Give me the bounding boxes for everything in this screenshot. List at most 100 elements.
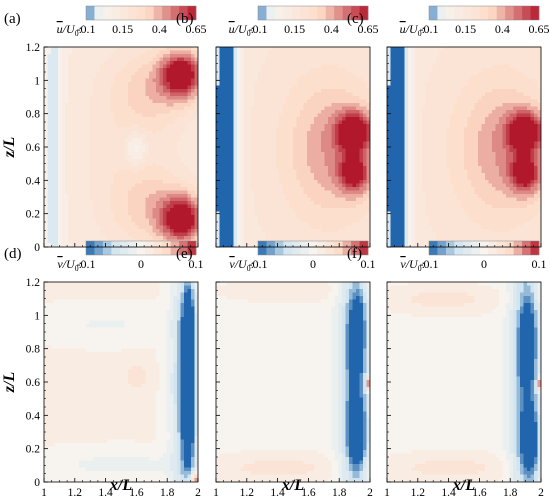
heatmap-cell	[170, 183, 174, 188]
heatmap-cell	[331, 47, 336, 51]
heatmap-cell	[187, 194, 192, 198]
heatmap-cell	[61, 236, 66, 240]
heatmap-cell	[289, 159, 294, 163]
heatmap-cell	[338, 173, 343, 177]
heatmap-cell	[173, 71, 178, 76]
heatmap-cell	[321, 50, 325, 55]
heatmap-cell	[254, 64, 259, 69]
heatmap-cell	[61, 152, 66, 156]
heatmap-cell	[321, 225, 325, 230]
heatmap-cell	[170, 99, 174, 104]
heatmap-cell	[149, 166, 153, 170]
heatmap-cell	[237, 190, 241, 195]
heatmap-cell	[100, 50, 104, 55]
heatmap-cell	[166, 96, 171, 100]
heatmap-cell	[58, 204, 62, 209]
heatmap-cell	[131, 68, 136, 72]
heatmap-cell	[145, 162, 150, 167]
heatmap-cell	[216, 82, 220, 86]
heatmap-cell	[321, 201, 325, 205]
heatmap-cell	[268, 194, 273, 198]
heatmap-cell	[338, 82, 343, 86]
heatmap-cell	[216, 197, 220, 202]
heatmap-cell	[338, 201, 343, 205]
heatmap-cell	[345, 57, 350, 62]
heatmap-cell	[124, 75, 129, 79]
heatmap-cell	[103, 71, 108, 76]
heatmap-cell	[72, 110, 76, 114]
heatmap-cell	[131, 61, 136, 65]
heatmap-cell	[131, 236, 136, 240]
heatmap-cell	[138, 89, 143, 93]
heatmap-cell	[152, 61, 157, 65]
heatmap-cell	[54, 152, 59, 156]
heatmap-cell	[114, 113, 118, 118]
heatmap-cell	[131, 134, 136, 139]
heatmap-cell	[124, 138, 129, 142]
heatmap-cell	[265, 180, 269, 184]
heatmap-cell	[282, 78, 287, 83]
heatmap-cell	[68, 215, 73, 219]
heatmap-cell	[93, 169, 97, 174]
heatmap-cell	[352, 96, 357, 100]
heatmap-cell	[282, 162, 287, 167]
heatmap-cell	[187, 208, 192, 212]
heatmap-cell	[103, 176, 108, 181]
heatmap-cell	[338, 99, 343, 104]
heatmap-cell	[68, 169, 73, 174]
heatmap-cell	[258, 120, 262, 125]
heatmap-cell	[310, 169, 315, 174]
heatmap-cell	[282, 152, 287, 156]
heatmap-cell	[47, 211, 52, 216]
heatmap-cell	[219, 82, 224, 86]
heatmap-cell	[135, 190, 139, 195]
heatmap-cell	[58, 50, 62, 55]
heatmap-cell	[310, 222, 315, 226]
heatmap-cell	[321, 162, 325, 167]
heatmap-cell	[72, 211, 76, 216]
heatmap-cell	[142, 92, 146, 97]
heatmap-cell	[219, 134, 224, 139]
heatmap-cell	[331, 201, 336, 205]
heatmap-cell	[93, 82, 97, 86]
heatmap-cell	[173, 57, 178, 62]
heatmap-cell	[177, 176, 181, 181]
heatmap-cell	[135, 68, 139, 72]
heatmap-cell	[194, 96, 198, 100]
heatmap-cell	[121, 134, 125, 139]
heatmap-cell	[282, 194, 287, 198]
heatmap-cell	[349, 211, 353, 216]
heatmap-cell	[230, 222, 234, 226]
heatmap-cell	[156, 57, 160, 62]
heatmap-cell	[216, 113, 220, 118]
heatmap-cell	[117, 50, 122, 55]
heatmap-cell	[279, 47, 283, 51]
heatmap-cell	[170, 75, 174, 79]
heatmap-cell	[282, 211, 287, 216]
heatmap-cell	[145, 120, 150, 125]
heatmap-cell	[226, 222, 231, 226]
heatmap-cell	[159, 82, 164, 86]
heatmap-cell	[342, 68, 346, 72]
heatmap-cell	[170, 236, 174, 240]
heatmap-cell	[149, 47, 153, 51]
heatmap-cell	[226, 64, 231, 69]
heatmap-cell	[279, 85, 283, 90]
heatmap-cell	[233, 71, 238, 76]
heatmap-cell	[226, 120, 231, 125]
heatmap-cell	[254, 103, 259, 107]
heatmap-cell	[254, 82, 259, 86]
heatmap-cell	[54, 110, 59, 114]
heatmap-cell	[135, 236, 139, 240]
heatmap-cell	[321, 82, 325, 86]
heatmap-cell	[96, 173, 101, 177]
heatmap-cell	[286, 78, 290, 83]
heatmap-cell	[107, 99, 111, 104]
heatmap-cell	[44, 141, 48, 146]
heatmap-cell	[338, 50, 343, 55]
heatmap-cell	[191, 117, 195, 121]
heatmap-cell	[110, 57, 115, 62]
heatmap-cell	[300, 187, 304, 191]
heatmap-cell	[268, 75, 273, 79]
heatmap-cell	[159, 197, 164, 202]
